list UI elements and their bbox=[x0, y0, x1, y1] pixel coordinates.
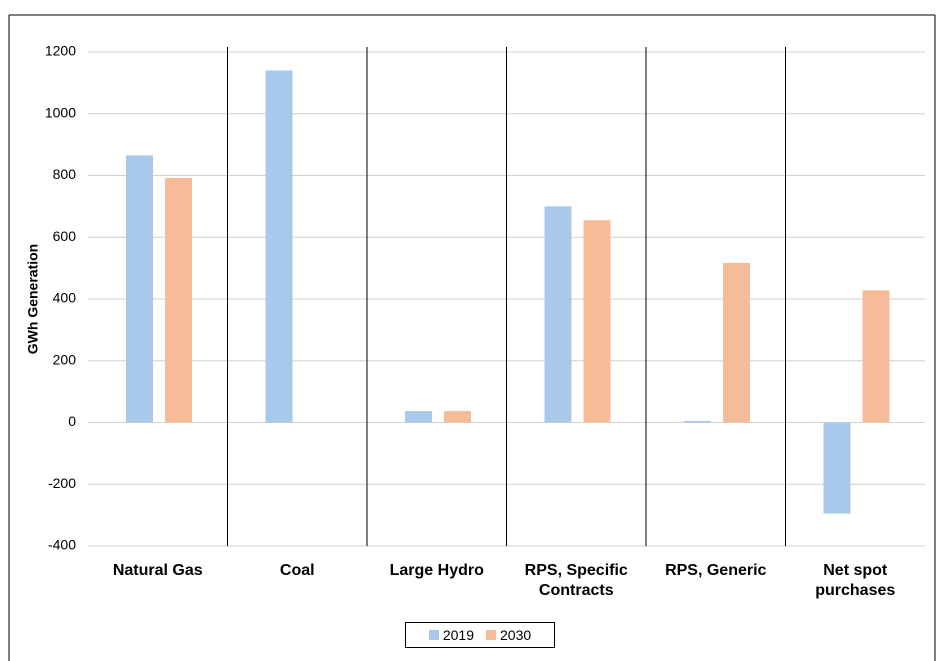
bar bbox=[544, 206, 572, 423]
legend-item: 2030 bbox=[486, 627, 531, 643]
bar bbox=[862, 290, 890, 423]
y-tick-label: 600 bbox=[53, 228, 77, 244]
legend-swatch bbox=[428, 630, 439, 640]
bar bbox=[405, 411, 432, 423]
bar bbox=[444, 411, 471, 423]
x-tick-label: Coal bbox=[279, 562, 315, 579]
x-tick-label: RPS, Generic bbox=[665, 562, 767, 579]
y-tick-label: -200 bbox=[48, 475, 76, 491]
x-tick-label: Net spot purchases bbox=[815, 562, 896, 599]
y-tick-label: 200 bbox=[53, 351, 77, 367]
bar bbox=[823, 422, 851, 514]
legend-label: 2019 bbox=[442, 627, 474, 643]
x-tick-label: Large Hydro bbox=[389, 562, 484, 579]
bar bbox=[126, 155, 153, 423]
y-tick-label: -400 bbox=[48, 537, 76, 553]
bar bbox=[265, 70, 293, 423]
y-tick-label: 800 bbox=[53, 166, 77, 182]
bar bbox=[684, 420, 711, 423]
legend: 2019 2030 bbox=[405, 622, 555, 648]
y-tick-label: 0 bbox=[68, 413, 76, 429]
y-tick-label: 1200 bbox=[45, 43, 76, 59]
y-tick-label: 400 bbox=[53, 290, 77, 306]
legend-swatch bbox=[486, 630, 496, 640]
y-axis-label: GWh Generation bbox=[25, 244, 41, 354]
x-tick-label: Natural Gas bbox=[112, 562, 203, 579]
legend-item: 2019 bbox=[428, 627, 474, 643]
bar bbox=[165, 177, 192, 423]
bar bbox=[723, 262, 750, 423]
x-tick-label: RPS, Specific Contracts bbox=[524, 562, 628, 599]
y-tick-label: 1000 bbox=[45, 104, 76, 120]
legend-label: 2030 bbox=[500, 627, 532, 643]
bar bbox=[583, 220, 611, 423]
